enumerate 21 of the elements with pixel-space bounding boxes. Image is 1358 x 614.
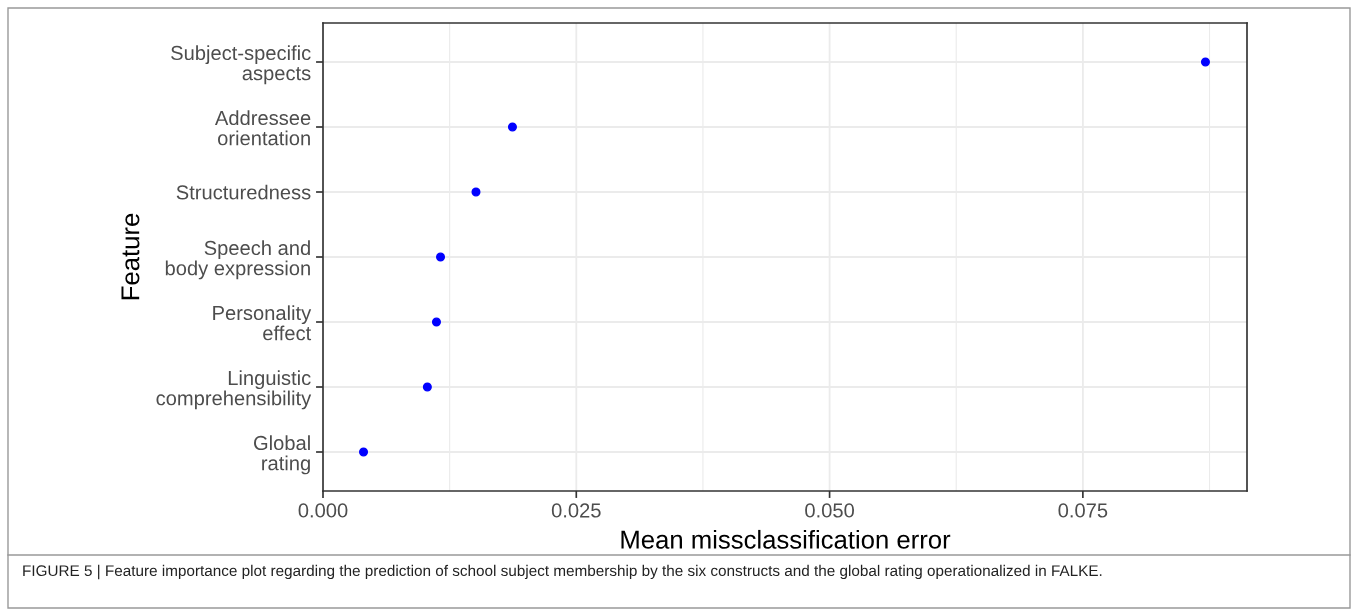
point — [1200, 57, 1210, 67]
point — [471, 187, 481, 197]
y-tick-label: Global rating — [254, 435, 310, 475]
y-tick-label: Speech and body expression — [165, 240, 310, 280]
point — [422, 382, 432, 392]
point — [359, 447, 369, 457]
x-tick-label: 0.000 — [298, 503, 348, 518]
y-tick-label: Addressee orientation — [214, 110, 311, 146]
y-tick-label: Personality effect — [213, 305, 312, 341]
y-tick-label: Structuredness — [176, 184, 311, 200]
x-tick-label: 0.050 — [805, 503, 854, 518]
point — [507, 122, 517, 132]
y-tick-label: Linguistic comprehensibility — [156, 370, 312, 410]
x-tick-label: 0.025 — [551, 503, 601, 518]
x-axis-title: Mean missclassification error — [621, 529, 951, 549]
y-tick-label: Subject-specific aspects — [171, 45, 311, 85]
point — [431, 317, 441, 327]
point — [436, 252, 446, 262]
y-axis-title: Feature — [121, 213, 140, 300]
x-tick-label: 0.075 — [1058, 503, 1108, 518]
caption: FIGURE 5 | Feature importance plot regarding the prediction of school subject membership by the six constructs and the global rating operationalized in FALKE. — [23, 564, 1102, 580]
